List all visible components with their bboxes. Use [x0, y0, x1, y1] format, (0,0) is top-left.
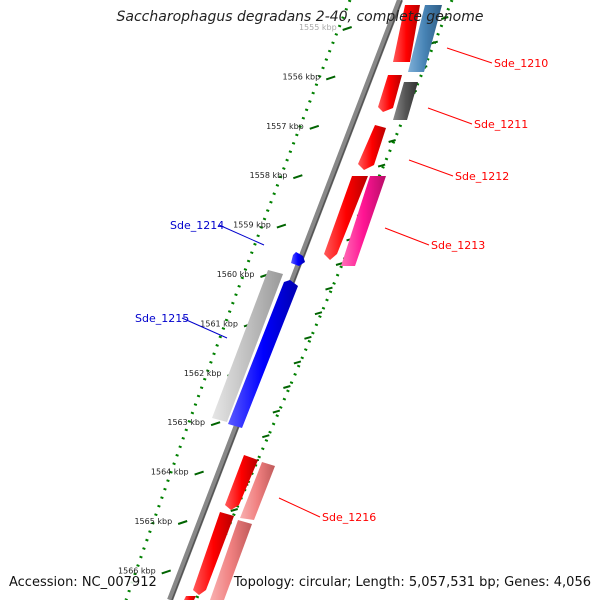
- kbp-tick-label: 1559 kbp: [233, 221, 271, 230]
- inner-ring-tick: [377, 163, 386, 168]
- gene-arrow[interactable]: [210, 520, 252, 600]
- outer-dotted-ring: [124, 0, 352, 600]
- gene-arrow[interactable]: [193, 512, 234, 595]
- gene-arrow[interactable]: [378, 75, 402, 112]
- kbp-ticks: [161, 26, 352, 575]
- kbp-tick-label: 1560 kbp: [217, 270, 255, 279]
- gene-arrow[interactable]: [393, 5, 420, 62]
- inner-ring-tick: [388, 139, 396, 143]
- kbp-tick-label: 1564 kbp: [151, 468, 189, 477]
- gene-label[interactable]: Sde_1212: [455, 170, 509, 183]
- gene-arrow[interactable]: [225, 455, 258, 510]
- kbp-tick-label: 1563 kbp: [167, 418, 205, 427]
- kbp-tick-labels: 1555 kbp 1556 kbp 1557 kbp 1558 kbp 1559 kbp…: [118, 23, 337, 575]
- kbp-tick-label: 1566 kbp: [118, 566, 156, 575]
- kbp-tick-label: 1562 kbp: [184, 369, 222, 378]
- kbp-tick-label: 1556 kbp: [283, 72, 321, 81]
- inner-ring-tick: [293, 360, 302, 365]
- gene-label[interactable]: Sde_1210: [494, 57, 548, 70]
- kbp-tick-label: 1565 kbp: [134, 517, 172, 526]
- inner-ring-tick: [230, 508, 238, 512]
- kbp-tick: [325, 75, 336, 81]
- gene-arrow[interactable]: [341, 176, 386, 266]
- reverse-strand-features: [212, 252, 305, 428]
- kbp-tick: [210, 421, 221, 427]
- inner-ring-tick: [262, 434, 270, 439]
- gene-label[interactable]: Sde_1215: [135, 312, 189, 325]
- gene-arrow[interactable]: [291, 252, 305, 266]
- inner-dotted-ring: [194, 0, 454, 600]
- gene-label[interactable]: Sde_1213: [431, 239, 485, 252]
- gene-arrow[interactable]: [184, 596, 196, 600]
- kbp-tick: [293, 174, 303, 180]
- inner-ring-tick: [335, 262, 344, 266]
- kbp-tick: [342, 26, 352, 31]
- inner-ring-tick: [430, 40, 439, 45]
- kbp-tick-label: 1558 kbp: [250, 171, 288, 180]
- kbp-tick-label: 1561 kbp: [200, 319, 238, 328]
- inner-ring-tick: [441, 16, 449, 20]
- gene-arrow[interactable]: [408, 5, 442, 72]
- inner-ring-tick: [283, 385, 291, 389]
- gene-arrow[interactable]: [212, 270, 283, 422]
- forward-strand-features: [184, 5, 442, 600]
- gene-arrow[interactable]: [324, 176, 368, 260]
- inner-ring-tick: [314, 311, 323, 316]
- kbp-tick: [177, 520, 188, 525]
- kbp-tick: [161, 569, 172, 575]
- kbp-tick: [276, 223, 287, 229]
- gene-arrow[interactable]: [240, 462, 275, 520]
- map-title: Saccharophagus degradans 2-40, complete …: [116, 9, 484, 25]
- kbp-tick-label: 1555 kbp: [299, 23, 337, 32]
- gene-label[interactable]: Sde_1214: [170, 219, 224, 232]
- kbp-tick: [309, 124, 320, 130]
- gene-label[interactable]: Sde_1216: [322, 511, 376, 524]
- accession-text: Accession: NC_007912: [9, 575, 157, 590]
- kbp-tick: [194, 470, 204, 476]
- gene-arrow[interactable]: [228, 280, 298, 428]
- inner-ring-tick: [304, 335, 312, 340]
- inner-ring-tick: [272, 409, 281, 414]
- inner-ring-tick: [325, 286, 333, 291]
- label-connectors: [181, 47, 493, 518]
- gene-arrow[interactable]: [358, 125, 386, 170]
- topology-text: Topology: circular; Length: 5,057,531 bp…: [233, 575, 591, 590]
- kbp-tick-label: 1557 kbp: [266, 122, 304, 131]
- gene-label[interactable]: Sde_1211: [474, 118, 528, 131]
- gene-arrow[interactable]: [393, 82, 418, 120]
